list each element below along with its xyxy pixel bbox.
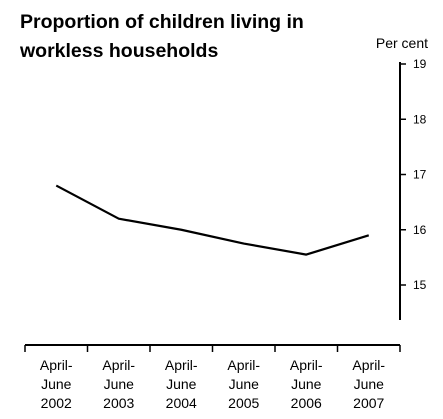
y-axis-unit-label: Per cent <box>375 35 428 51</box>
y-tick-label: 17 <box>413 168 427 182</box>
y-tick-label: 18 <box>413 112 427 126</box>
y-tick-label: 15 <box>413 278 427 292</box>
x-category-label: April-June 2002 <box>40 357 73 411</box>
y-tick-label: 16 <box>413 223 427 237</box>
chart-title: Proportion of children living in workles… <box>20 8 350 66</box>
y-tick-label: 19 <box>413 57 427 71</box>
series-group <box>55 184 370 256</box>
y-axis: 15 16 17 18 19 <box>399 57 427 320</box>
chart-title-line-1: Proportion of children living in <box>20 11 304 33</box>
chart-title-line-2: workless households <box>20 40 219 62</box>
x-category-label: April-June 2003 <box>102 357 135 411</box>
x-category-label: April-June 2006 <box>290 357 323 411</box>
x-category-label: April-June 2004 <box>165 357 198 411</box>
x-axis: April-June 2002 April-June 2003 April-June 20… <box>24 344 401 411</box>
series-line <box>55 184 370 256</box>
x-category-label: April-June 2007 <box>352 357 385 411</box>
x-category-label: April-June 2005 <box>227 357 260 411</box>
